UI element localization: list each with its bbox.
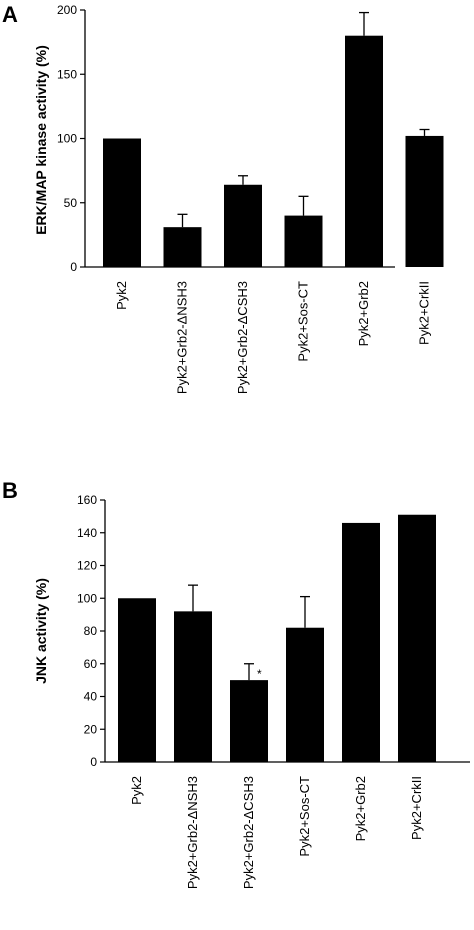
panel-a-y-tick-label: 150 bbox=[57, 67, 77, 81]
panel-b-category-label: Pyk2+Grb2-ΔCSH3 bbox=[241, 776, 256, 889]
panel-b-y-tick-label: 100 bbox=[77, 591, 97, 605]
panel-a-category-label: Pyk2+Grb2 bbox=[356, 281, 371, 346]
panel-a-bar bbox=[103, 138, 141, 267]
panel-b-y-tick-label: 140 bbox=[77, 526, 97, 540]
panel-a-category-label: Pyk2 bbox=[114, 281, 129, 310]
panel-b-bar bbox=[230, 680, 268, 762]
panel-a-ylabel: ERK/MAP kinase activity (%) bbox=[33, 45, 49, 235]
panel-a-plot: 0 50 100 150 200 Pyk2 Pyk2+Grb2-ΔNSH3 Pyk2+Grb2… bbox=[57, 3, 444, 394]
panel-b-y-tick-label: 120 bbox=[77, 559, 97, 573]
panel-b-category-label: Pyk2+Grb2 bbox=[353, 776, 368, 841]
panel-b: B JNK activity (%) 0 20 40 60 80 100 120 140 160… bbox=[2, 478, 470, 889]
panel-a-category-label: Pyk2+Grb2-ΔNSH3 bbox=[175, 281, 190, 394]
panel-b-annotation: * bbox=[257, 667, 262, 681]
panel-b-ylabel: JNK activity (%) bbox=[33, 578, 49, 684]
panel-a-y-tick-label: 200 bbox=[57, 3, 77, 17]
panel-a: A ERK/MAP kinase activity (%) 0 50 100 150 2… bbox=[2, 2, 444, 394]
panel-a-y-tick-label: 0 bbox=[70, 260, 77, 274]
panel-b-y-tick-label: 40 bbox=[84, 690, 98, 704]
panel-b-y-tick-label: 160 bbox=[77, 493, 97, 507]
panel-a-y-tick-label: 100 bbox=[57, 132, 77, 146]
panel-a-letter: A bbox=[2, 2, 18, 27]
panel-b-bar bbox=[286, 627, 324, 762]
panel-a-bar bbox=[345, 35, 383, 268]
panel-a-bar bbox=[163, 227, 202, 267]
panel-b-y-tick-label: 20 bbox=[84, 722, 98, 736]
panel-a-y-tick-label: 50 bbox=[64, 196, 78, 210]
panel-b-y-tick-label: 60 bbox=[84, 657, 98, 671]
panel-b-bar bbox=[342, 522, 380, 762]
panel-b-y-tick-label: 80 bbox=[84, 624, 98, 638]
panel-b-bar bbox=[118, 598, 156, 762]
panel-a-bar bbox=[224, 184, 262, 267]
panel-b-letter: B bbox=[2, 478, 18, 503]
panel-a-category-label: Pyk2+CrkII bbox=[417, 281, 432, 345]
panel-b-category-label: Pyk2+CrkII bbox=[409, 776, 424, 840]
panel-b-category-label: Pyk2 bbox=[129, 776, 144, 805]
panel-b-bar bbox=[398, 514, 436, 762]
panel-b-bar bbox=[174, 611, 212, 762]
panel-b-plot: 0 20 40 60 80 100 120 140 160 Pyk2 Pyk2+Grb2-ΔNSH3… bbox=[77, 493, 470, 889]
panel-a-category-label: Pyk2+Sos-CT bbox=[296, 281, 311, 362]
panel-a-category-label: Pyk2+Grb2-ΔCSH3 bbox=[235, 281, 250, 394]
panel-b-category-label: Pyk2+Sos-CT bbox=[297, 776, 312, 857]
panel-a-bar bbox=[284, 215, 323, 267]
panel-b-category-label: Pyk2+Grb2-ΔNSH3 bbox=[185, 776, 200, 889]
panel-a-bar bbox=[405, 135, 444, 267]
panel-b-y-tick-label: 0 bbox=[90, 755, 97, 769]
